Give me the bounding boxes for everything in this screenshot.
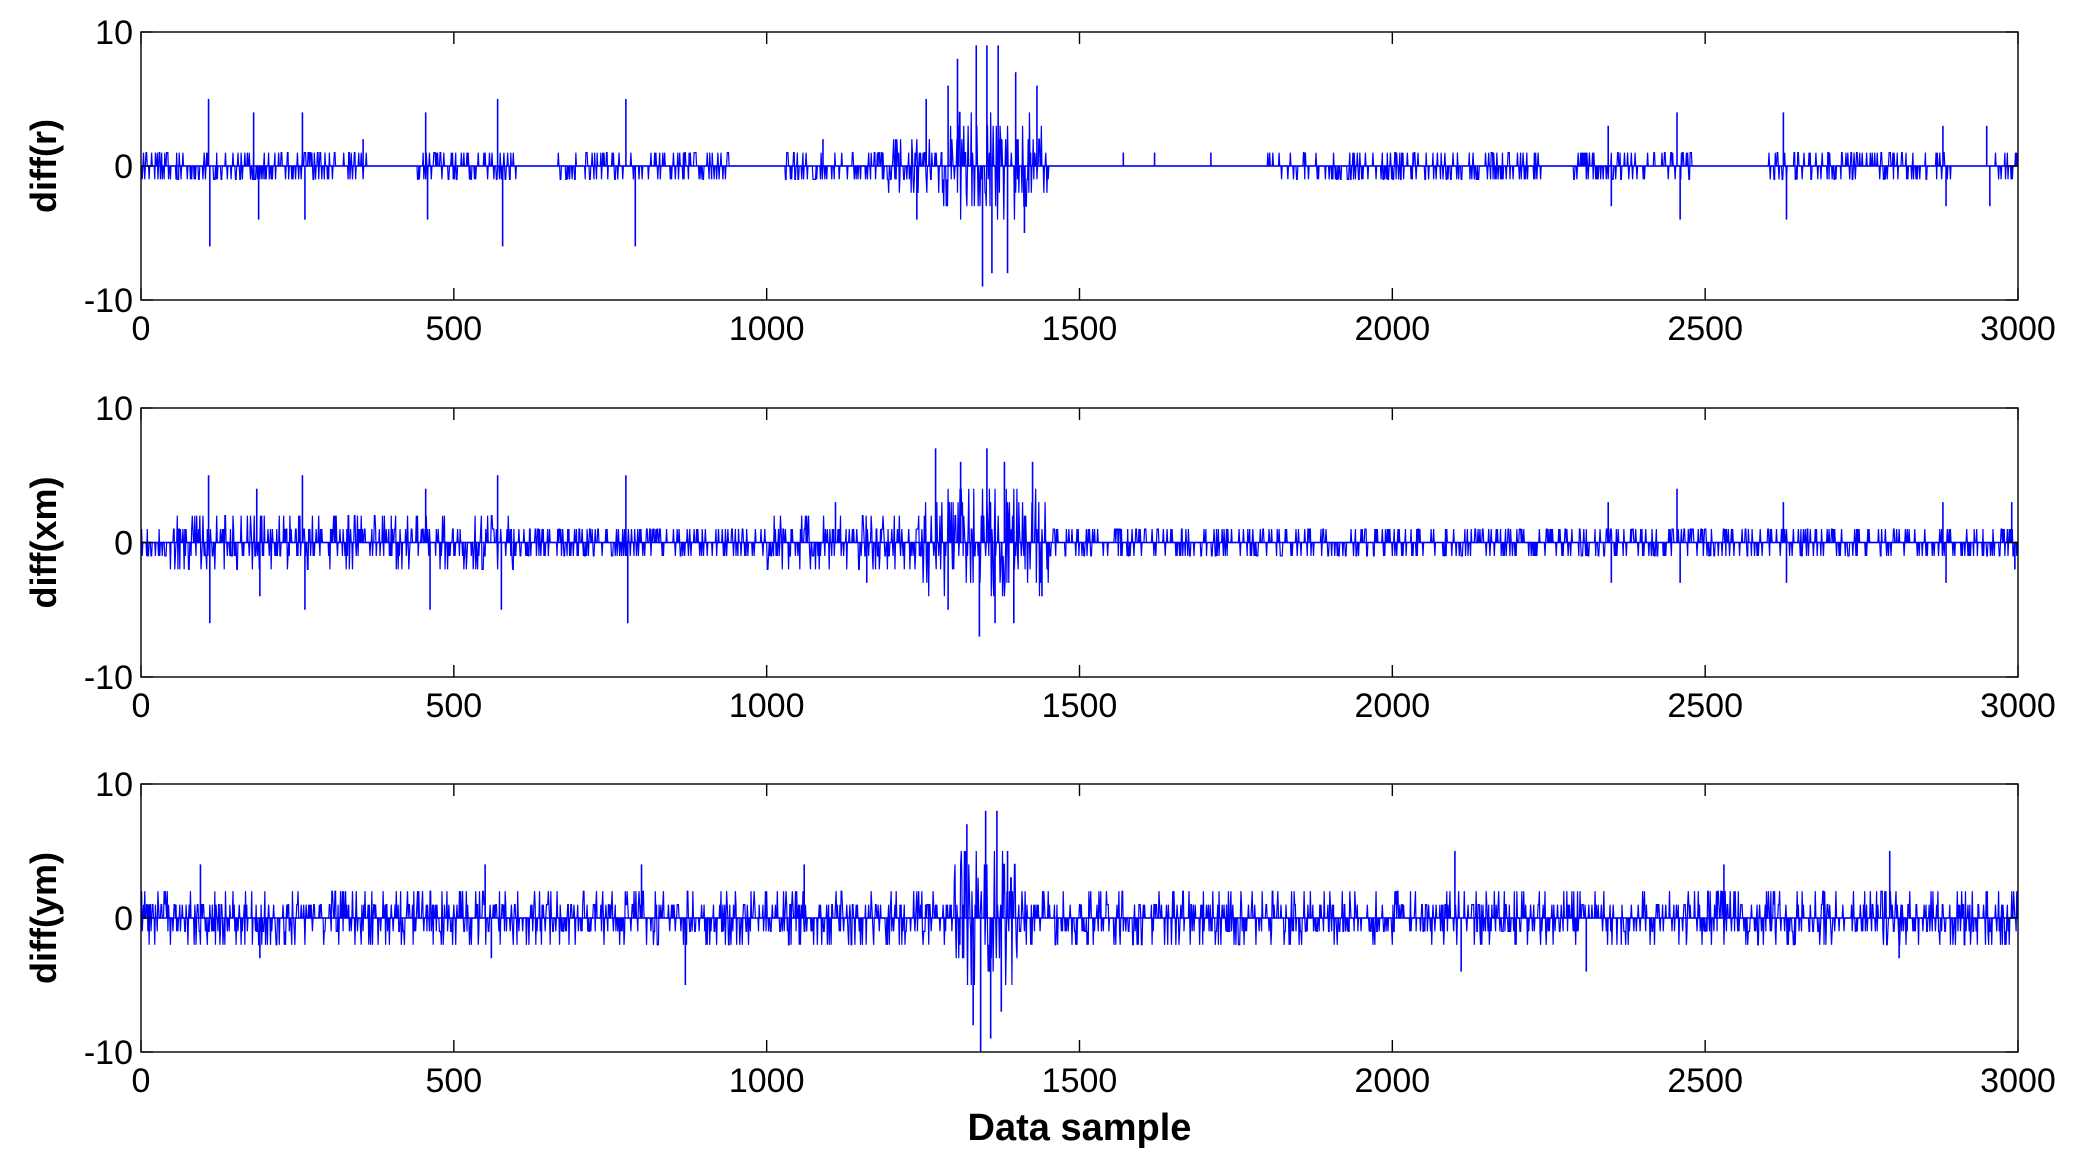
x-tick-label: 500 [425, 1062, 482, 1100]
x-tick-label: 1500 [1042, 1062, 1118, 1100]
y-tick-label: 10 [95, 766, 133, 804]
y-axis-label: diff(ym) [23, 852, 64, 984]
x-tick-label: 2500 [1667, 1062, 1743, 1100]
x-tick-label: 500 [425, 310, 482, 348]
x-tick-label: 2000 [1355, 1062, 1431, 1100]
x-tick-label: 0 [132, 310, 151, 348]
x-tick-label: 3000 [1980, 1062, 2056, 1100]
y-tick-label: -10 [84, 659, 133, 697]
x-tick-label: 3000 [1980, 687, 2056, 725]
y-tick-label: 0 [114, 148, 133, 186]
x-tick-label: 0 [132, 687, 151, 725]
x-tick-label: 1500 [1042, 310, 1118, 348]
y-tick-label: 10 [95, 390, 133, 428]
y-tick-label: 0 [114, 525, 133, 563]
y-tick-label: -10 [84, 1034, 133, 1072]
y-axis-label: diff(r) [23, 119, 64, 213]
subplot-3: 0 500 1000 1500 2000 2500 3000-10010diff(ym)Da… [23, 766, 2056, 1149]
x-tick-label: 1000 [729, 1062, 805, 1100]
series-line-3 [141, 850, 2018, 986]
x-tick-label: 2000 [1355, 310, 1431, 348]
x-tick-label: 2500 [1667, 310, 1743, 348]
y-tick-label: 0 [114, 900, 133, 938]
x-tick-label: 3000 [1980, 310, 2056, 348]
x-tick-label: 1000 [729, 687, 805, 725]
x-tick-label: 1000 [729, 310, 805, 348]
y-axis-label: diff(xm) [23, 477, 64, 609]
x-axis-label: Data sample [968, 1107, 1192, 1149]
x-tick-label: 500 [425, 687, 482, 725]
x-tick-label: 0 [132, 1062, 151, 1100]
y-tick-label: 10 [95, 14, 133, 52]
x-tick-label: 1500 [1042, 687, 1118, 725]
x-tick-label: 2000 [1355, 687, 1431, 725]
y-tick-label: -10 [84, 282, 133, 320]
x-tick-label: 2500 [1667, 687, 1743, 725]
